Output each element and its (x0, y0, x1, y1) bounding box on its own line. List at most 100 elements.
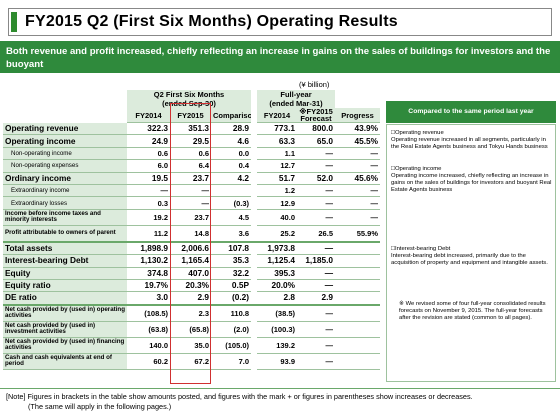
cell-value: 35.0 (170, 337, 211, 354)
cell-value: — (335, 184, 380, 198)
cell-value: 43.9% (335, 122, 380, 136)
table-row: Ordinary income 19.5 23.7 4.2 51.7 52.0 45.6% (3, 172, 380, 185)
column-gap (251, 240, 257, 255)
column-gap (251, 196, 257, 210)
cell-value: 4.2 (211, 172, 251, 185)
row-label: DE ratio (3, 291, 127, 306)
cell-value: — (297, 209, 335, 226)
cell-value: 29.5 (170, 134, 211, 148)
page-title: FY2015 Q2 (First Six Months) Operating R… (25, 13, 398, 30)
cell-value: 28.9 (211, 122, 251, 136)
col-forecast-2: Forecast (300, 114, 332, 123)
cell-value: 6.0 (127, 159, 170, 173)
fy-group-subheader: (ended Mar-31) (269, 99, 323, 108)
summary-line-2: Real Estate Agents business and Tokyu Ha… (6, 72, 263, 83)
column-gap (251, 303, 257, 322)
row-label: Interest-bearing Debt (3, 254, 127, 268)
cell-value: 6.4 (170, 159, 211, 173)
column-gap (251, 254, 257, 268)
column-gap (251, 122, 257, 135)
cell-value: 773.1 (257, 122, 297, 136)
cell-value: 395.3 (257, 267, 297, 280)
fy-group-header: Full-year (280, 90, 312, 99)
comment-operating-revenue: □Operating revenue Operating revenue inc… (391, 129, 553, 151)
cell-value: 19.7% (127, 279, 170, 293)
cell-value: 19.2 (127, 209, 170, 226)
column-gap (251, 209, 257, 226)
col-fy2014: FY2014 (127, 108, 170, 123)
column-gap (251, 291, 257, 305)
comment-forecast-note: ※ We revised some of four full-year cons… (399, 301, 546, 321)
table-row: Operating income 24.9 29.5 4.6 63.3 65.0 45.5% (3, 134, 380, 148)
comment-3-text: Interest-bearing debt increased, primari… (391, 253, 548, 266)
cell-value: 32.2 (211, 267, 251, 280)
table-row: Cash and cash equivalents at end of peri… (3, 353, 380, 370)
cell-value: 4.5 (211, 209, 251, 226)
row-label: Cash and cash equivalents at end of peri… (3, 353, 127, 370)
q2-group-subheader: (ended Sep-30) (162, 99, 216, 108)
cell-value: 26.5 (297, 225, 335, 243)
cell-value: 139.2 (257, 337, 297, 354)
cell-value: 2.9 (170, 291, 211, 306)
cell-value: — (127, 184, 170, 198)
cell-value: — (297, 267, 335, 280)
cell-value: 407.0 (170, 267, 211, 280)
col-progress: Progress (335, 108, 380, 123)
column-gap (251, 134, 257, 148)
cell-value: — (297, 337, 335, 354)
table-row: Extraordinary losses 0.3— (0.3) 12.9— — (3, 196, 380, 210)
column-gap (251, 279, 257, 292)
note-separator (0, 388, 560, 389)
summary-line-1: Both revenue and profit increased, chief… (6, 46, 551, 70)
cell-value: 110.8 (211, 303, 251, 322)
cell-value: 1.2 (257, 184, 297, 198)
title-bar: FY2015 Q2 (First Six Months) Operating R… (8, 8, 552, 36)
cell-value: — (297, 147, 335, 161)
cell-value: 14.8 (170, 225, 211, 243)
cell-value: (100.3) (257, 321, 297, 338)
comment-1-title: Operating revenue (394, 130, 444, 136)
cell-value: — (297, 279, 335, 293)
cell-value: — (297, 303, 335, 322)
cell-value: 65.0 (297, 134, 335, 148)
title-accent (11, 12, 17, 32)
cell-value: — (297, 353, 335, 370)
cell-value: 0.6 (170, 147, 211, 161)
cell-value: (108.5) (127, 303, 170, 322)
column-gap (251, 267, 257, 280)
cell-value: (0.3) (211, 196, 251, 210)
header-row-2: FY2014 FY2015 Comparison FY2014 ※FY2015 … (3, 108, 380, 123)
header-row-1: Q2 First Six Months (ended Sep-30) Full-… (3, 90, 380, 108)
cell-value: 35.3 (211, 254, 251, 268)
cell-value: 1,898.9 (127, 240, 170, 256)
table-row: Non-operating expenses 6.0 6.4 0.4 12.7— — (3, 159, 380, 173)
row-label: Equity ratio (3, 279, 127, 293)
cell-value: 19.5 (127, 172, 170, 185)
cell-value: 374.8 (127, 267, 170, 280)
row-label: Net cash provided by (used in) investmen… (3, 321, 127, 338)
cell-value (211, 184, 251, 198)
cell-value: 0.3 (127, 196, 170, 210)
cell-value: 20.0% (257, 279, 297, 293)
comparison-header: Compared to the same period last year (386, 101, 556, 123)
row-label: Total assets (3, 240, 127, 256)
cell-value: — (335, 196, 380, 210)
cell-value: — (297, 159, 335, 173)
cell-value (335, 267, 380, 280)
unit-label: (¥ billion) (299, 80, 330, 89)
table-row: Profit attributable to owners of parent 1… (3, 225, 380, 243)
cell-value: 800.0 (297, 122, 335, 136)
table-row: DE ratio 3.0 2.9 (0.2) 2.8 2.9 (3, 291, 380, 306)
cell-value: 2,006.6 (170, 240, 211, 256)
cell-value (335, 353, 380, 370)
column-gap (251, 147, 257, 160)
cell-value: 25.2 (257, 225, 297, 243)
cell-value: 2.3 (170, 303, 211, 322)
cell-value: 4.6 (211, 134, 251, 148)
comment-interest-bearing-debt: □Interest-bearing Debt Interest-bearing … (391, 245, 553, 267)
cell-value: — (335, 159, 380, 173)
cell-value: — (335, 209, 380, 226)
cell-value: (105.0) (211, 337, 251, 354)
cell-value: (65.8) (170, 321, 211, 338)
cell-value: 23.7 (170, 172, 211, 185)
